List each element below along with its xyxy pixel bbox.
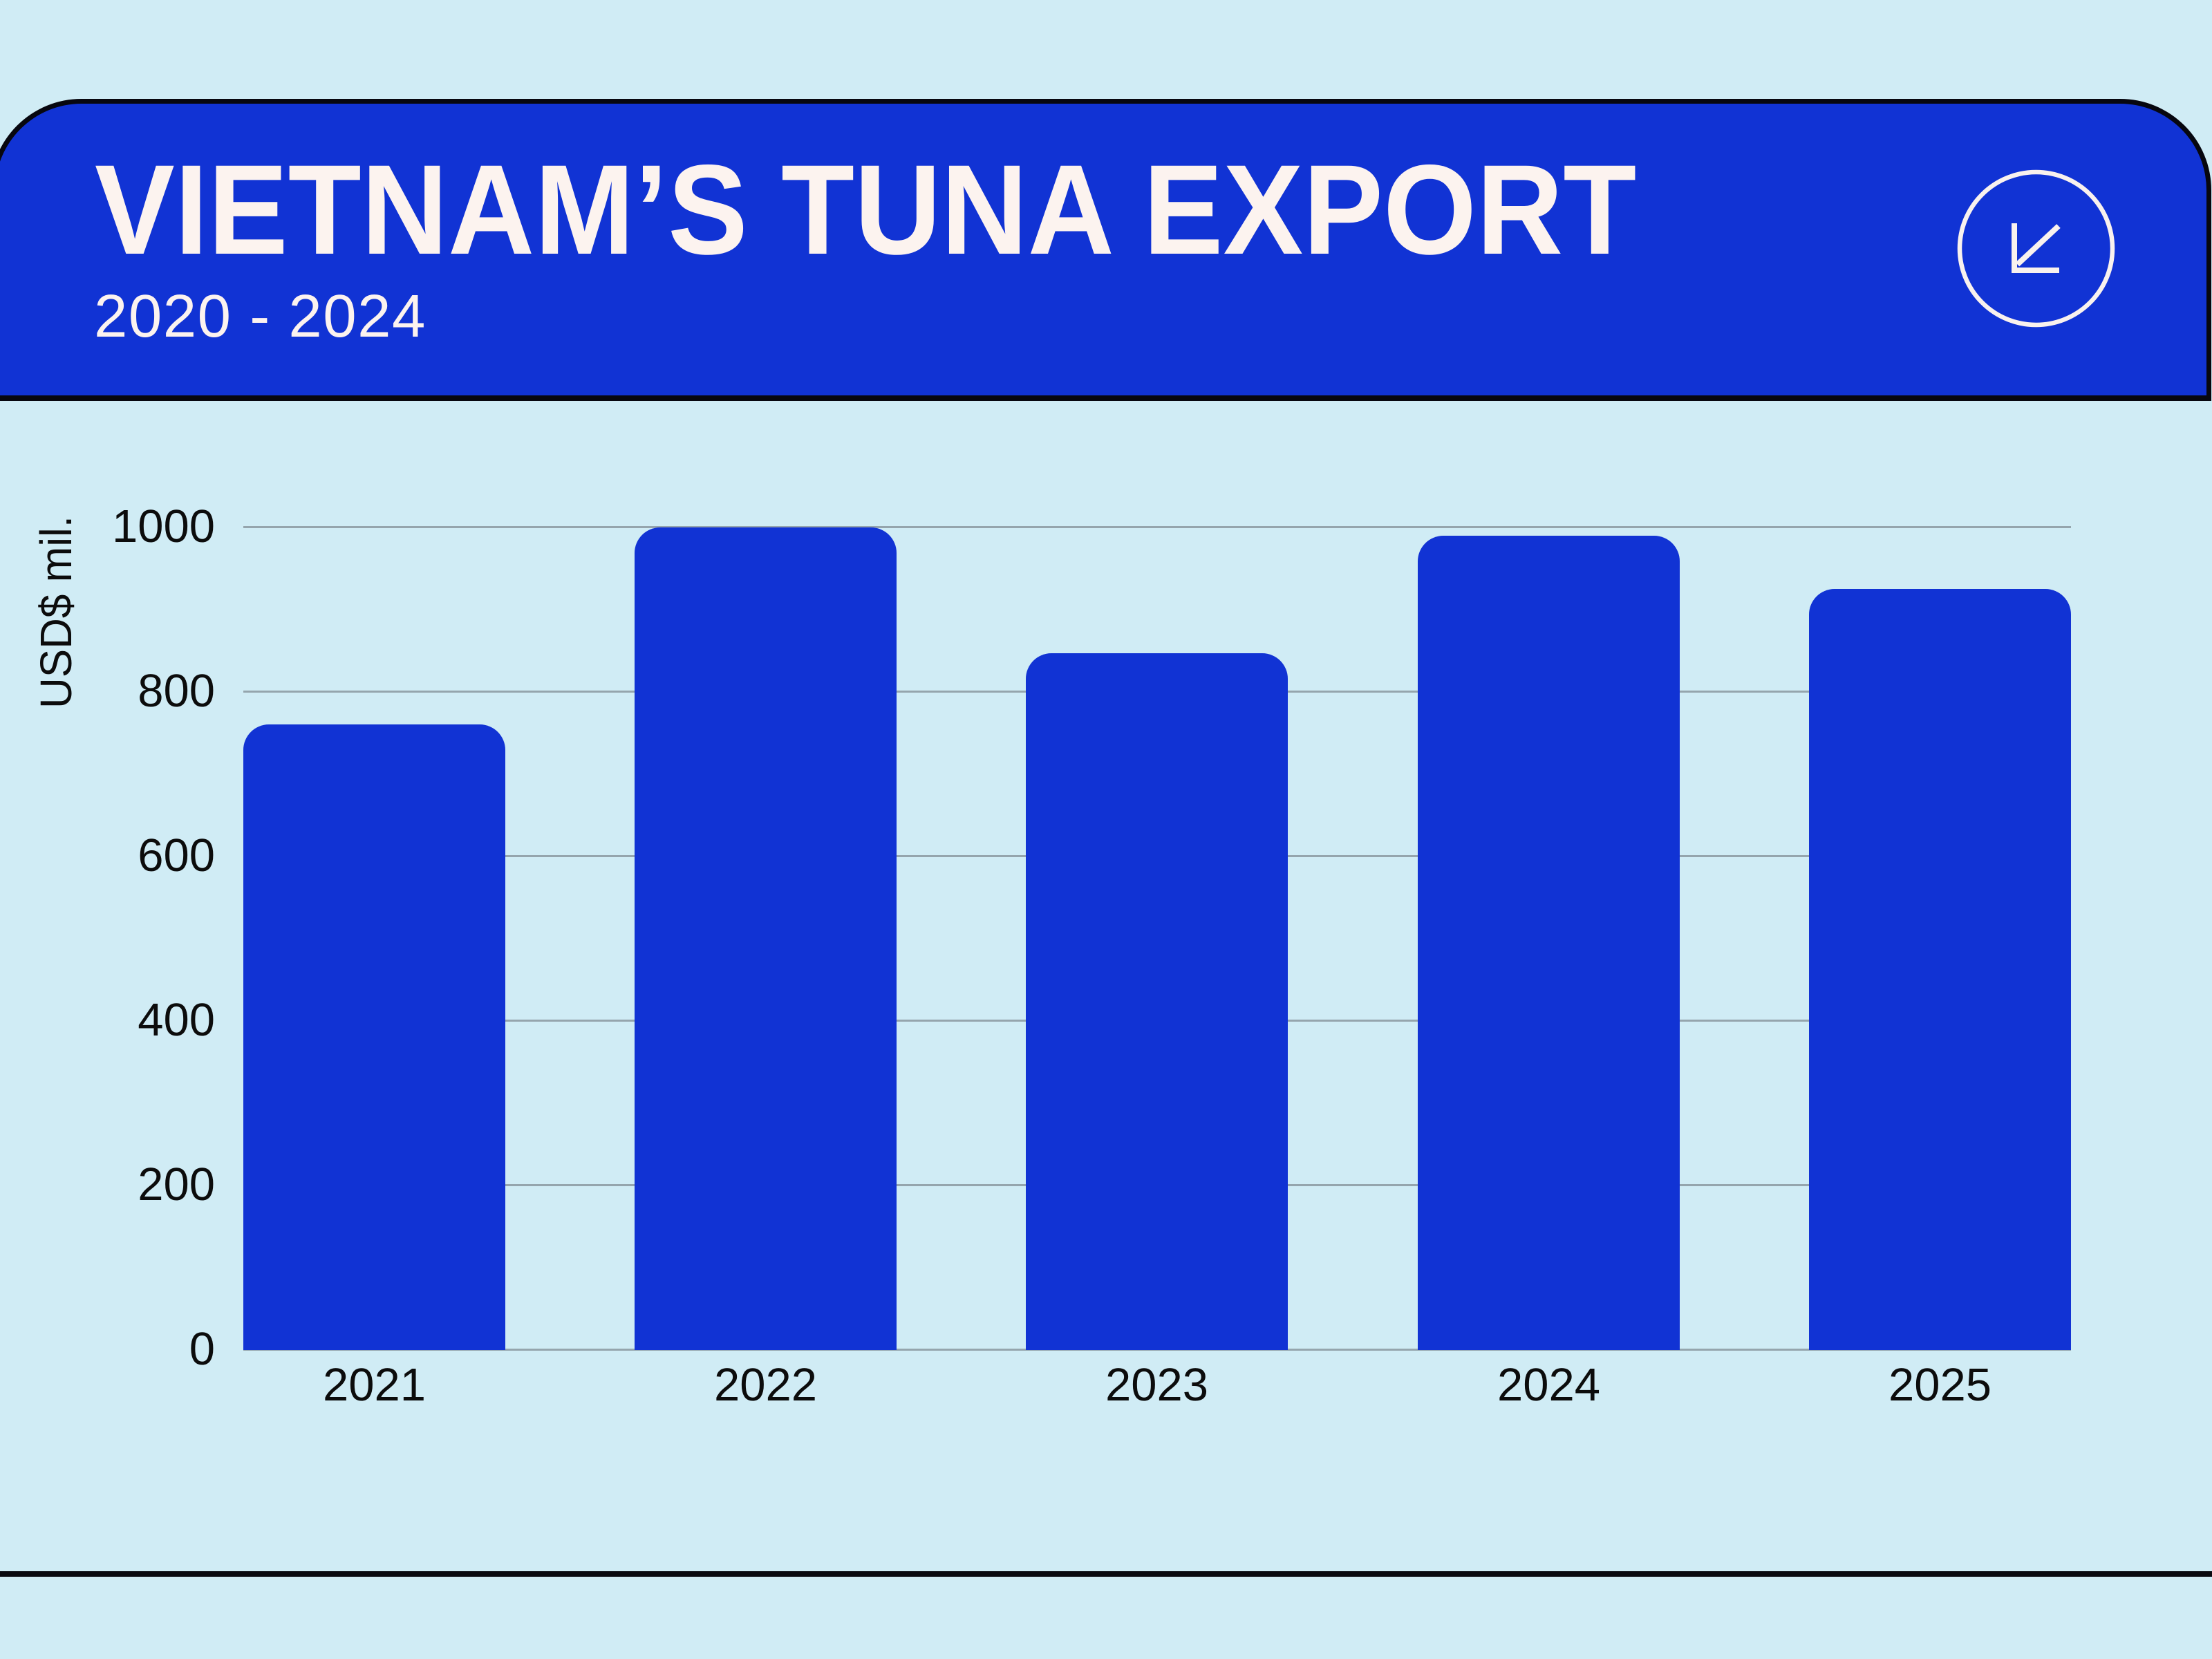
svg-text:USD$ mil.: USD$ mil.: [31, 516, 81, 709]
